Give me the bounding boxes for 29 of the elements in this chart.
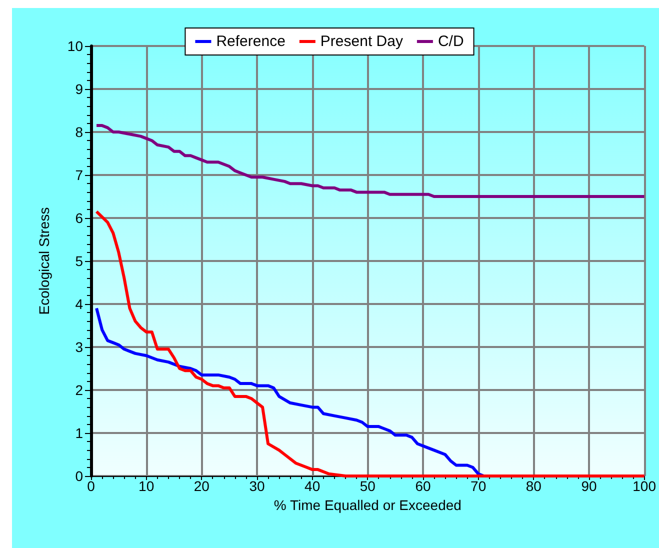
x-tick-label: 90 — [581, 478, 597, 494]
y-tick-label: 10 — [67, 38, 84, 54]
x-tick-label: 60 — [415, 478, 431, 494]
y-tick-label: 2 — [75, 382, 84, 398]
legend-label: Present Day — [320, 33, 404, 50]
y-tick-label: 3 — [75, 339, 84, 355]
legend-label: Reference — [216, 33, 286, 50]
x-tick-label: 0 — [87, 478, 96, 494]
y-tick-label: 9 — [75, 81, 84, 97]
x-tick-label: 70 — [470, 478, 486, 494]
y-tick-label: 8 — [75, 124, 84, 140]
x-tick-label: 10 — [138, 478, 154, 494]
y-tick-label: 6 — [75, 210, 84, 226]
y-tick-label: 5 — [75, 253, 84, 269]
y-axis-title: Ecological Stress — [36, 207, 52, 315]
x-axis-title: % Time Equalled or Exceeded — [274, 497, 462, 513]
y-tick-label: 0 — [75, 468, 84, 484]
legend-label: C/D — [438, 33, 464, 50]
x-tick-label: 30 — [249, 478, 265, 494]
x-tick-label: 20 — [194, 478, 210, 494]
y-tick-label: 1 — [75, 425, 84, 441]
x-tick-label: 40 — [304, 478, 320, 494]
line-series — [95, 124, 646, 198]
x-tick-label: 80 — [526, 478, 542, 494]
y-tick-label: 7 — [75, 167, 84, 183]
x-tick-label: 100 — [632, 478, 656, 494]
line-series — [95, 210, 646, 478]
y-tick-label: 4 — [75, 296, 84, 312]
x-tick-label: 50 — [360, 478, 376, 494]
